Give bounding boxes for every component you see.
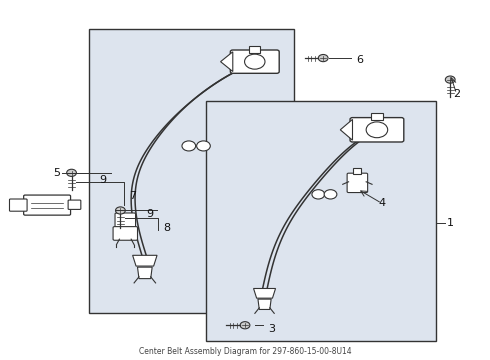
Polygon shape xyxy=(220,52,233,72)
Circle shape xyxy=(67,169,76,176)
Polygon shape xyxy=(138,267,152,279)
Circle shape xyxy=(116,207,125,214)
FancyBboxPatch shape xyxy=(249,46,260,53)
Circle shape xyxy=(245,54,265,69)
FancyBboxPatch shape xyxy=(68,200,81,210)
Text: 5: 5 xyxy=(53,168,60,178)
Circle shape xyxy=(324,190,337,199)
Text: 2: 2 xyxy=(453,89,460,99)
FancyBboxPatch shape xyxy=(115,213,136,229)
Circle shape xyxy=(445,76,455,83)
FancyBboxPatch shape xyxy=(113,226,138,240)
Circle shape xyxy=(182,141,196,151)
Polygon shape xyxy=(253,288,275,298)
FancyBboxPatch shape xyxy=(350,118,404,142)
Circle shape xyxy=(366,122,388,138)
FancyBboxPatch shape xyxy=(371,113,383,120)
Bar xyxy=(206,101,436,341)
Text: 1: 1 xyxy=(447,218,454,228)
Text: 8: 8 xyxy=(163,224,171,233)
FancyBboxPatch shape xyxy=(230,50,279,73)
Bar xyxy=(89,30,294,313)
Polygon shape xyxy=(258,299,271,310)
Text: 3: 3 xyxy=(269,324,275,334)
FancyBboxPatch shape xyxy=(347,173,368,193)
Circle shape xyxy=(318,54,328,62)
FancyBboxPatch shape xyxy=(24,195,71,215)
Text: 4: 4 xyxy=(378,198,385,208)
Text: 6: 6 xyxy=(356,55,363,65)
Text: 9: 9 xyxy=(146,209,153,219)
Text: Center Belt Assembly Diagram for 297-860-15-00-8U14: Center Belt Assembly Diagram for 297-860… xyxy=(139,347,351,356)
Polygon shape xyxy=(340,120,352,140)
Circle shape xyxy=(196,141,210,151)
Text: 9: 9 xyxy=(100,175,107,185)
FancyBboxPatch shape xyxy=(9,199,27,211)
Circle shape xyxy=(312,190,325,199)
Polygon shape xyxy=(133,255,157,266)
FancyBboxPatch shape xyxy=(353,168,361,174)
Circle shape xyxy=(240,321,250,329)
Text: 7: 7 xyxy=(129,191,136,201)
